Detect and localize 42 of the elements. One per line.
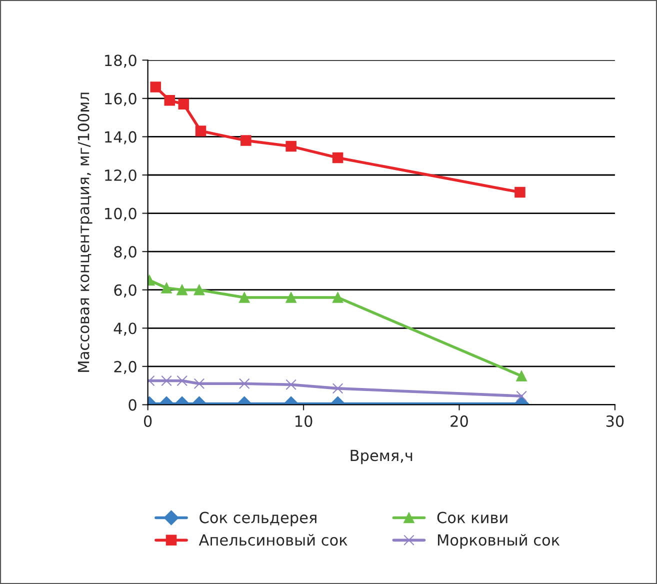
x-tick-label: 0 [144,415,152,427]
point [194,284,205,296]
point [150,82,161,92]
point [178,98,190,110]
legend-label: Сок сельдерея [200,512,316,526]
y-tick-label: 0 [128,399,136,411]
legend-label: Сок киви [437,512,508,524]
legend-label: Апельсиновый сок [198,534,348,546]
point [194,378,205,390]
y-tick-label: 2,0 [114,360,136,374]
point [164,94,176,106]
point [238,378,250,390]
x-axis-title: Время,ч [350,450,412,464]
point [286,379,296,390]
point [516,390,527,402]
y-tick-label: 18,0 [105,54,136,68]
point [195,126,206,136]
y-tick-label: 14,0 [105,131,136,144]
y-axis-title: Массовая концентрация, мг/100мл [78,92,92,372]
point [176,375,188,386]
y-tick-label: 4,0 [114,322,136,336]
point [286,140,296,152]
y-tick-label: 6,0 [114,284,136,298]
point [286,292,296,303]
point [332,383,344,394]
y-tick-label: 10,0 [105,208,136,221]
point [332,152,344,164]
point [240,135,252,146]
x-tick-label: 30 [606,415,624,427]
legend-label: Морковный сок [438,534,560,549]
x-tick-label: 20 [450,415,468,427]
point [514,186,526,198]
point [161,375,172,386]
x-tick-label: 10 [295,415,312,427]
y-tick-label: 16,0 [105,92,136,106]
point [176,284,188,296]
point [161,282,172,294]
point [516,370,527,382]
y-tick-label: 8,0 [114,246,136,260]
point [238,292,250,303]
y-tick-label: 12,0 [105,169,136,183]
point [332,292,344,303]
